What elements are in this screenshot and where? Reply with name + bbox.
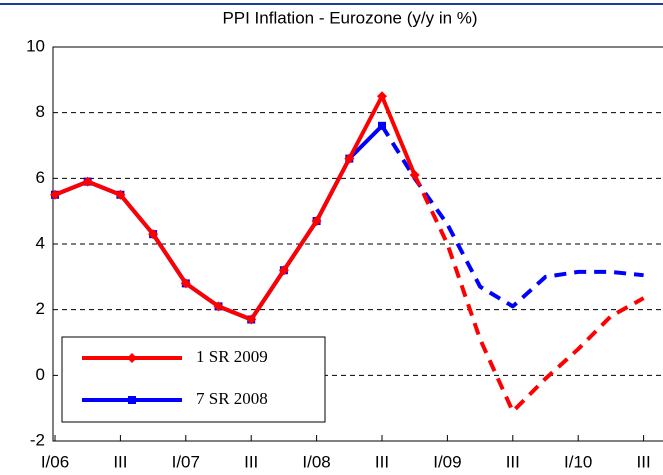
- marker: [180, 278, 191, 289]
- x-tick-label: I/07: [172, 452, 200, 471]
- x-tick-label: III: [375, 452, 389, 471]
- y-tick-label: 4: [36, 233, 45, 252]
- x-tick-label: III: [113, 452, 127, 471]
- marker: [409, 170, 420, 181]
- forecast-line: [412, 174, 645, 414]
- y-tick-label: 6: [36, 168, 45, 187]
- marker: [311, 216, 322, 227]
- marker: [213, 301, 224, 312]
- legend-label: 1 SR 2009: [196, 347, 268, 366]
- x-tick-label: III: [506, 452, 520, 471]
- x-tick-label: I/06: [41, 452, 69, 471]
- y-tick-label: -2: [30, 430, 45, 449]
- y-tick-label: 8: [36, 102, 45, 121]
- marker: [127, 353, 137, 363]
- marker: [115, 189, 126, 200]
- chart-title: PPI Inflation - Eurozone (y/y in %): [222, 8, 477, 27]
- y-tick-label: 0: [36, 365, 45, 384]
- x-tick-label: I/08: [302, 452, 330, 471]
- marker: [377, 91, 387, 102]
- marker: [246, 314, 257, 325]
- marker: [128, 396, 136, 404]
- x-tick-label: III: [637, 452, 651, 471]
- marker: [50, 189, 60, 200]
- x-tick-label: III: [244, 452, 258, 471]
- legend-label: 7 SR 2008: [196, 389, 268, 408]
- marker: [82, 176, 93, 187]
- legend-box: [61, 336, 326, 423]
- y-tick-label: 10: [26, 36, 45, 55]
- x-tick-label: I/10: [564, 452, 592, 471]
- marker: [148, 229, 159, 240]
- y-tick-label: 2: [36, 299, 45, 318]
- marker: [278, 265, 289, 276]
- marker: [344, 153, 355, 164]
- forecast-line: [380, 124, 644, 309]
- series-line: [54, 94, 417, 322]
- x-tick-label: I/09: [433, 452, 461, 471]
- marker: [378, 121, 386, 130]
- series-line: [54, 124, 384, 322]
